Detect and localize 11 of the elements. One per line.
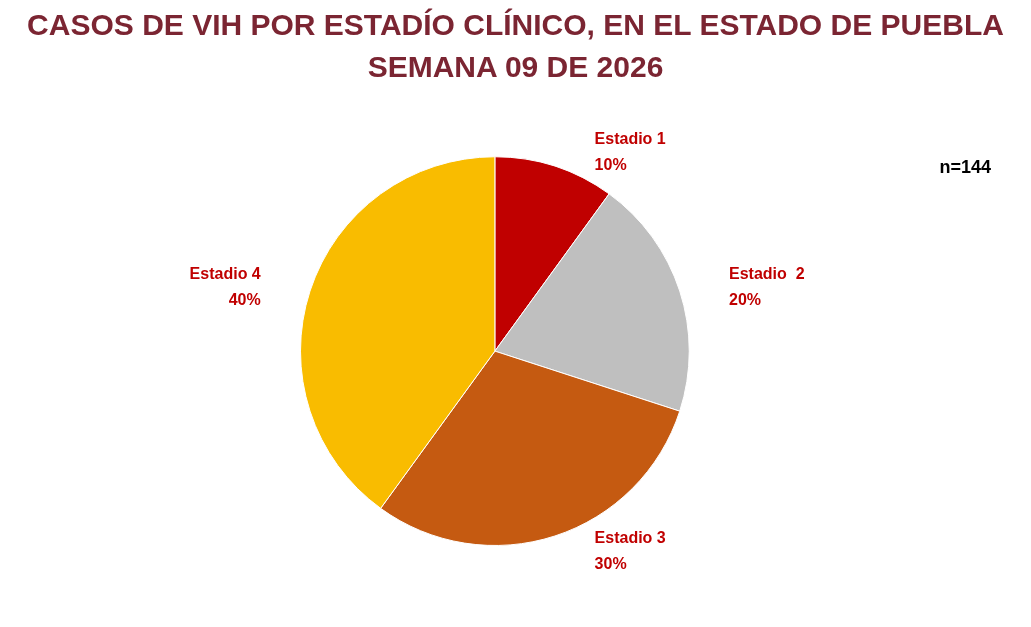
slice-label: Estadio 3 (594, 528, 666, 546)
slice-label: Estadio 1 (594, 130, 666, 148)
data-label: 30% (594, 554, 627, 572)
slice-label: Estadio 4 (189, 264, 261, 282)
data-label: 20% (729, 290, 762, 308)
data-label: 40% (228, 290, 261, 308)
text: n=144 (939, 157, 992, 177)
chart-title: CASOS DE VIH POR ESTADÍO CLÍNICO, EN EL ESTADO DE PUEBLA (27, 7, 1004, 41)
chart-subtitle: SEMANA 09 DE 2026 (367, 49, 664, 83)
data-label: 10% (594, 156, 627, 174)
slice-label: Estadio 2 (729, 264, 805, 282)
